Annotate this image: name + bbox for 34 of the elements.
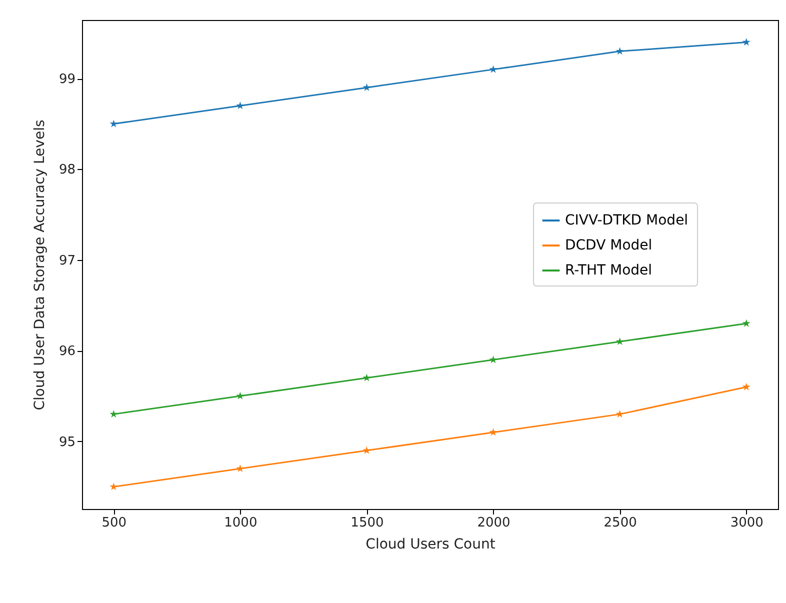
y-tick-label: 96: [58, 344, 76, 360]
y-tick-label: 99: [58, 72, 76, 88]
x-axis-title: Cloud Users Count: [366, 536, 496, 552]
point: [110, 482, 118, 490]
x-tick-label: 3000: [730, 516, 764, 530]
x-tick-label: 500: [102, 516, 127, 530]
legend-label: R-THT Model: [565, 262, 652, 278]
point: [742, 319, 750, 327]
x-tick-label: 1000: [224, 516, 258, 530]
point: [616, 337, 624, 345]
legend-label: CIVV-DTKD Model: [565, 212, 688, 228]
point: [489, 428, 498, 436]
point: [616, 47, 624, 55]
point: [489, 356, 498, 364]
y-axis-title: Cloud User Data Storage Accuracy Levels: [32, 120, 48, 410]
point: [362, 446, 371, 454]
point: [236, 464, 244, 472]
y-tick-label: 97: [58, 253, 76, 268]
x-tick-label: 1500: [350, 516, 384, 530]
point: [616, 410, 624, 418]
y-tick-label: 98: [58, 162, 76, 178]
point: [110, 410, 118, 418]
x-tick-label: 2500: [604, 516, 637, 530]
point: [362, 83, 371, 91]
legend-label: DCDV Model: [565, 238, 652, 254]
point: [489, 65, 498, 73]
y-tick-label: 95: [58, 434, 76, 450]
x-tick-label: 2000: [477, 516, 510, 530]
point: [362, 374, 371, 382]
point: [742, 38, 750, 46]
point: [236, 102, 244, 110]
point: [110, 120, 118, 128]
point: [742, 382, 750, 390]
point: [236, 392, 244, 400]
